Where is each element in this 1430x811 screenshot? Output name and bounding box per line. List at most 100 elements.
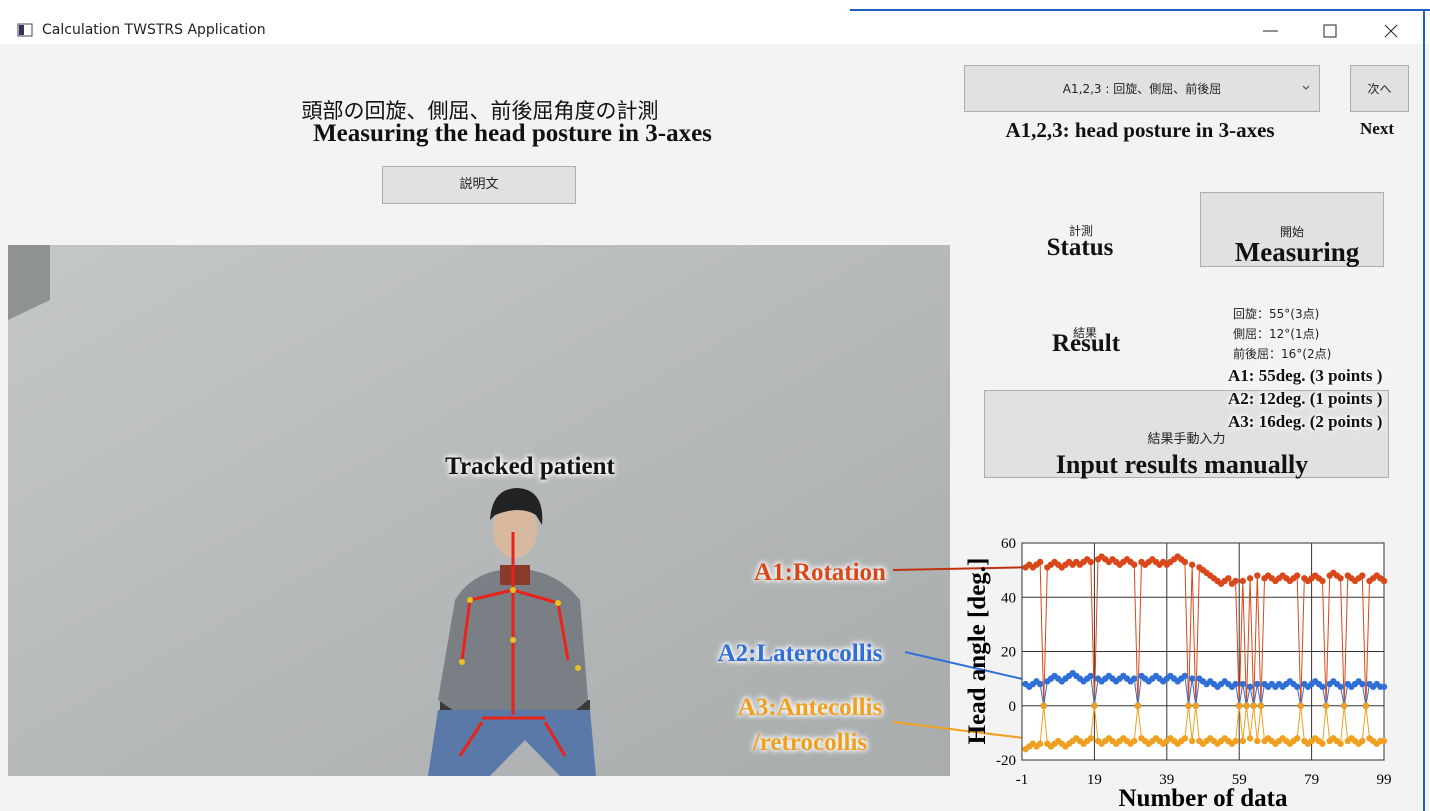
result-line: 前後屈：16°(2点) (1233, 347, 1332, 361)
annotation: A1,2,3: head posture in 3-axes (1005, 118, 1275, 142)
data-point (1131, 561, 1138, 568)
data-point (1134, 702, 1142, 709)
annotation: Next (1360, 119, 1394, 138)
legend-label: A3:Antecollis /retrocollis (737, 694, 883, 756)
data-point (1293, 735, 1301, 742)
mode-dropdown[interactable]: A1,2,3 : 回旋、側屈、前後屈 (964, 65, 1320, 112)
annotation: Measuring (1234, 237, 1360, 267)
data-point (1232, 737, 1239, 745)
x-tick-label: 99 (1377, 772, 1392, 788)
title-bar (0, 0, 1430, 44)
data-point (1036, 740, 1044, 747)
data-point (1225, 575, 1232, 582)
data-point (1257, 702, 1265, 709)
data-point (1188, 561, 1196, 568)
data-point (1359, 737, 1366, 745)
annotation: A3: 16deg. (2 points ) (1228, 412, 1383, 431)
data-point (1232, 577, 1239, 585)
legend-label: A1:Rotation (754, 559, 886, 586)
data-point (1246, 575, 1254, 582)
y-tick-label: -20 (996, 753, 1016, 769)
data-point (1181, 558, 1189, 566)
result-label: 結果 (1072, 326, 1097, 340)
data-point (1293, 572, 1301, 579)
data-point (1232, 680, 1239, 688)
skeleton-joints (459, 587, 581, 671)
data-point (1322, 702, 1330, 709)
person-face (493, 502, 537, 558)
x-tick-label: 59 (1232, 772, 1247, 788)
result-list: 回旋：55°(3点) 側屈：12°(1点) 前後屈：16°(2点) (1233, 304, 1331, 364)
x-tick-label: 19 (1087, 772, 1102, 788)
data-point (1362, 702, 1370, 709)
leader-line (892, 566, 1041, 571)
annotation: Tracked patient (445, 453, 615, 480)
data-point (1254, 572, 1261, 579)
data-point (1091, 702, 1098, 709)
data-point (1297, 702, 1304, 709)
data-point (1337, 575, 1344, 582)
data-point (1250, 702, 1257, 709)
data-point (1254, 737, 1261, 745)
status-label: 計測 (1068, 224, 1093, 238)
window-title: Calculation TWSTRS Application (42, 22, 266, 38)
annotation: Result (1051, 330, 1121, 357)
data-point (1319, 577, 1326, 585)
y-axis-label: Head angle [deg.] (964, 558, 991, 745)
data-point (1188, 675, 1196, 682)
legend-label: A2:Laterocollis (717, 640, 883, 667)
data-point (1254, 680, 1261, 688)
x-tick-label: 39 (1159, 772, 1174, 788)
data-point (1036, 558, 1044, 566)
annotation: Status (1046, 234, 1114, 261)
annotation: A2: 12deg. (1 points ) (1228, 389, 1383, 408)
y-tick-label: 0 (1009, 699, 1017, 715)
data-point (1337, 683, 1344, 690)
data-point (1239, 737, 1247, 745)
person-jeans (428, 710, 596, 776)
data-point (1319, 740, 1326, 747)
data-point (1380, 683, 1388, 690)
data-point (1192, 702, 1199, 709)
app-icon (19, 25, 24, 35)
result-line: 側屈：12°(1点) (1233, 327, 1320, 341)
x-tick-label: -1 (1016, 772, 1029, 788)
data-point (1185, 702, 1192, 709)
explain-button[interactable]: 説明文 (382, 166, 576, 204)
x-axis-label: Number of data (1119, 785, 1288, 811)
annotation: A1: 55deg. (3 points ) (1228, 366, 1383, 385)
data-point (1239, 680, 1247, 688)
person-hair (490, 488, 543, 525)
manual-input-button[interactable]: 結果手動入力 (984, 390, 1389, 478)
y-tick-label: 60 (1001, 536, 1016, 552)
y-tick-label: 20 (1001, 645, 1016, 661)
data-point (1359, 680, 1366, 688)
data-point (1319, 683, 1326, 690)
data-point (1181, 735, 1189, 742)
data-point (1040, 702, 1047, 709)
data-point (1293, 683, 1301, 690)
data-point (1340, 702, 1348, 709)
start-button[interactable]: 開始 (1200, 192, 1384, 267)
data-point (1380, 737, 1388, 745)
data-point (1380, 577, 1388, 585)
data-point (1087, 672, 1094, 680)
data-point (1246, 683, 1254, 690)
data-point (1236, 702, 1243, 709)
wall-corner (8, 245, 50, 320)
data-point (1239, 577, 1247, 585)
close-icon[interactable] (1384, 24, 1398, 38)
person-collar (500, 565, 530, 585)
data-point (1188, 737, 1196, 745)
y-tick-label: 40 (1001, 590, 1016, 606)
result-annotations: A1: 55deg. (3 points ) A2: 12deg. (1 poi… (1228, 364, 1382, 433)
x-tick-label: 79 (1304, 772, 1319, 788)
dropdown-chevron (1302, 85, 1310, 90)
leader-line (904, 651, 1041, 684)
data-point (1246, 735, 1254, 742)
maximize-icon[interactable] (1323, 24, 1337, 38)
annotation: Input results manually (1055, 450, 1309, 479)
next-button[interactable]: 次へ (1350, 65, 1409, 112)
